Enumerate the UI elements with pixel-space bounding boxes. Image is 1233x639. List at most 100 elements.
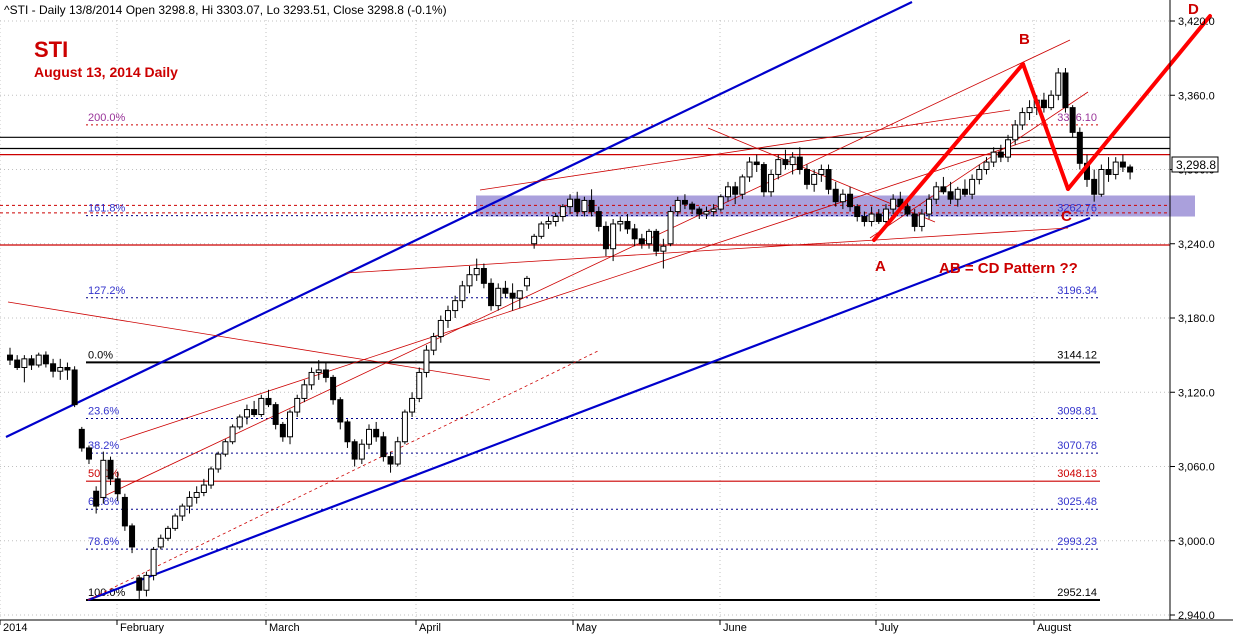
y-tick-label: 3,420.0: [1178, 16, 1215, 28]
candle-body: [926, 198, 933, 215]
candle-body: [193, 491, 200, 498]
candle-body: [631, 228, 638, 240]
candle-body: [552, 216, 559, 222]
abcd-pattern: [872, 14, 1212, 242]
candle-body: [366, 428, 372, 445]
y-tick-label: 3,120.0: [1178, 387, 1215, 399]
candle-body: [251, 409, 258, 416]
candle-body: [753, 161, 760, 166]
candle-body: [1005, 139, 1012, 158]
candle-body: [1105, 169, 1112, 175]
candle-body: [825, 169, 832, 190]
candle-body: [495, 287, 502, 307]
chart-title: STI: [34, 37, 68, 62]
fib-price-label: 3098.81: [1057, 405, 1097, 417]
fib-price-label: 3262.76: [1057, 203, 1097, 215]
candle-body: [538, 223, 545, 237]
candle-body: [638, 238, 645, 245]
candle-body: [179, 505, 186, 517]
trendline: [5, 1, 913, 438]
trendline: [87, 216, 1091, 602]
candle-body: [459, 285, 466, 302]
fib-ratio-label: 200.0%: [88, 112, 126, 124]
candle-body: [523, 277, 530, 287]
candle-body: [57, 367, 64, 372]
candle-body: [775, 159, 782, 175]
point-a-label: A: [875, 258, 886, 275]
x-tick-label: May: [576, 622, 597, 634]
fib-price-label: 3025.48: [1057, 496, 1097, 508]
candle-body: [143, 574, 150, 591]
y-tick-label: 3,360.0: [1178, 90, 1215, 102]
candle-body: [832, 188, 839, 203]
fib-ratio-label: 38.2%: [88, 440, 119, 452]
candle-body: [416, 371, 423, 399]
candle-body: [509, 292, 516, 299]
candle-body: [976, 169, 983, 180]
candle-body: [703, 211, 710, 215]
candle-body: [904, 206, 911, 215]
candle-body: [114, 478, 121, 495]
fib-price-label: 3048.13: [1057, 468, 1097, 480]
point-c-label: C: [1061, 208, 1072, 225]
candle-body: [172, 515, 179, 529]
candle-body: [617, 220, 624, 225]
x-tick-label: February: [120, 622, 165, 634]
candle-body: [1069, 107, 1076, 133]
candle-body: [222, 441, 229, 455]
candle-body: [782, 159, 789, 166]
candle-body: [818, 169, 825, 175]
trendline: [345, 227, 1069, 274]
candle-body: [997, 151, 1004, 158]
fib-price-label: 2993.23: [1057, 536, 1097, 548]
candle-body: [760, 164, 767, 193]
candle-body: [157, 537, 164, 548]
candle-body: [581, 199, 588, 213]
candle-body: [64, 367, 71, 371]
candle-body: [85, 447, 92, 460]
chart-header: ^STI - Daily 13/8/2014 Open 3298.8, Hi 3…: [4, 3, 447, 17]
candle-body: [401, 411, 408, 443]
candle-body: [42, 354, 49, 365]
candle-body: [394, 441, 401, 465]
candle-body: [452, 300, 459, 312]
candle-body: [502, 287, 509, 294]
candle-body: [1055, 72, 1062, 96]
candle-body: [387, 456, 394, 465]
candle-body: [559, 206, 566, 218]
candle-body: [258, 397, 265, 416]
chart-subtitle: August 13, 2014 Daily: [34, 64, 178, 80]
candle-body: [1127, 166, 1134, 173]
candle-body: [940, 186, 947, 193]
candle-body: [516, 290, 523, 299]
trendline: [7, 301, 491, 381]
candle-body: [811, 173, 818, 185]
candle-body: [28, 358, 35, 366]
candle-body: [344, 421, 351, 443]
candle-body: [646, 230, 653, 245]
fibonacci-levels: 0.0%3144.1223.6%3098.8138.2%3070.7850.0%…: [86, 112, 1100, 601]
candle-body: [1012, 124, 1019, 141]
x-tick-label: March: [269, 622, 300, 634]
candle-body: [545, 220, 552, 225]
candle-body: [358, 443, 365, 460]
candle-body: [696, 208, 703, 215]
trendlines: [5, 1, 1091, 602]
candle-body: [380, 436, 387, 458]
candle-body: [409, 397, 416, 413]
candle-body: [681, 199, 688, 205]
candle-body: [1119, 161, 1126, 168]
candle-body: [610, 223, 617, 250]
candle-body: [301, 384, 308, 399]
candle-body: [796, 156, 803, 170]
trendline: [99, 39, 1071, 499]
candle-body: [308, 371, 315, 386]
pattern-label: AB = CD Pattern ??: [939, 260, 1078, 277]
candle-body: [1098, 169, 1105, 195]
candle-body: [1091, 178, 1098, 195]
candle-body: [21, 358, 28, 368]
candle-body: [983, 161, 990, 170]
fib-price-label: 2952.14: [1057, 587, 1097, 599]
candle-body: [1040, 99, 1047, 109]
